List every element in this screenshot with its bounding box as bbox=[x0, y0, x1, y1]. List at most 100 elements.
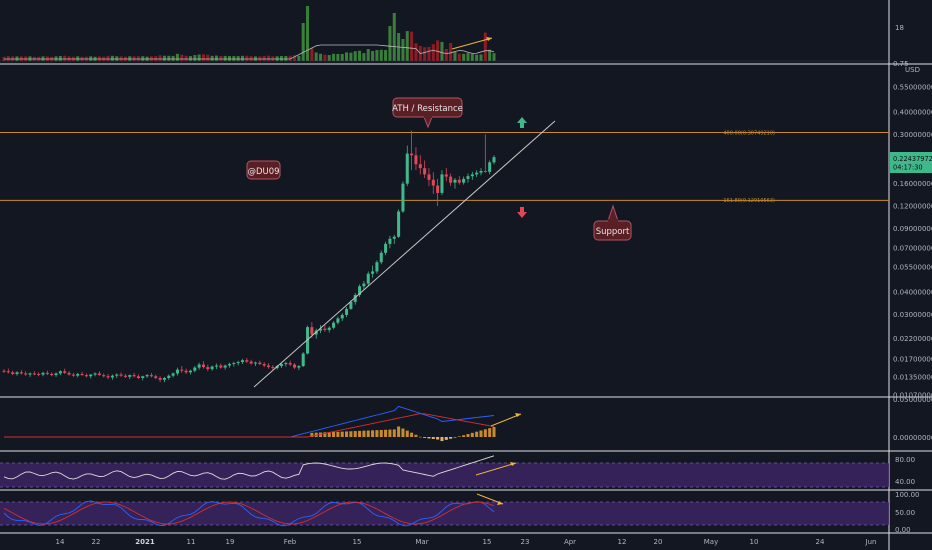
price-tick-label: 0.09000000 bbox=[893, 225, 932, 233]
volume-bar bbox=[175, 53, 179, 61]
volume-bar bbox=[466, 53, 470, 61]
candle-body bbox=[319, 328, 323, 331]
username-callout[interactable]: @DU09 bbox=[246, 160, 281, 180]
time-tick-label: 22 bbox=[92, 538, 101, 546]
macd-histogram-bar bbox=[349, 431, 353, 437]
volume-bar bbox=[371, 51, 375, 61]
candle-body bbox=[97, 373, 101, 376]
candle-body bbox=[2, 370, 6, 372]
macd-histogram-bar bbox=[470, 432, 474, 437]
volume-bar bbox=[293, 55, 297, 61]
candle-body bbox=[206, 367, 210, 370]
candle-body bbox=[392, 236, 396, 239]
volume-bar bbox=[470, 53, 474, 61]
candle-body bbox=[327, 327, 331, 330]
volume-bar bbox=[236, 56, 240, 61]
macd-histogram-bar bbox=[371, 430, 375, 437]
stoch-tick-label: 0.00 bbox=[895, 526, 911, 534]
volume-bar bbox=[232, 56, 236, 61]
volume-bar bbox=[214, 55, 218, 61]
volume-bar bbox=[201, 54, 205, 61]
candle-body bbox=[436, 185, 440, 193]
macd-histogram-bar bbox=[323, 432, 327, 437]
volume-bar bbox=[379, 49, 383, 61]
fib-levels: 400.00(0.30749210) 161.80(0.12910563) bbox=[0, 130, 889, 204]
candle-body bbox=[240, 360, 245, 363]
macd-histogram-bar bbox=[397, 426, 401, 437]
volume-bar bbox=[180, 54, 184, 61]
rsi-line bbox=[3, 455, 495, 480]
price-tick-label: 0.01070000 bbox=[893, 392, 932, 400]
candle-body bbox=[353, 294, 357, 302]
candle-body bbox=[89, 374, 93, 377]
candle-body bbox=[115, 374, 119, 376]
candle-body bbox=[258, 362, 262, 365]
volume-bar bbox=[453, 51, 457, 61]
candle-body bbox=[175, 369, 179, 374]
candle-body bbox=[418, 164, 422, 169]
price-tick-label: 0.01700000 bbox=[893, 355, 932, 363]
volume-bar bbox=[440, 41, 444, 61]
candle-body bbox=[128, 375, 132, 377]
candle-body bbox=[245, 360, 249, 362]
macd-histogram-bar bbox=[453, 437, 457, 438]
current-price-tag: 0.22437972 04:17:30 bbox=[890, 152, 932, 173]
candle-body bbox=[167, 375, 171, 379]
support-callout[interactable]: Support bbox=[593, 204, 632, 241]
candle-body bbox=[253, 362, 258, 364]
candle-body bbox=[50, 373, 54, 376]
volume-bar bbox=[340, 54, 344, 61]
macd-histogram-bar bbox=[440, 437, 444, 442]
rsi-tick-label: 80.00 bbox=[895, 456, 915, 464]
candle-body bbox=[349, 301, 353, 309]
volume-bar bbox=[336, 53, 340, 61]
volume-bar bbox=[219, 55, 223, 61]
volume-panel: 180.75 bbox=[0, 6, 909, 68]
volume-bar bbox=[431, 44, 435, 61]
candle-body bbox=[449, 176, 453, 183]
macd-histogram-bar bbox=[414, 434, 418, 437]
candle-body bbox=[214, 365, 218, 367]
volume-bar bbox=[158, 55, 162, 61]
volume-bar bbox=[310, 48, 314, 61]
candle-body bbox=[102, 375, 106, 377]
volume-bar bbox=[488, 49, 492, 61]
time-tick-label: May bbox=[704, 538, 718, 546]
volume-tick-label: 18 bbox=[895, 24, 904, 32]
stoch-trend-arrow-icon bbox=[476, 493, 504, 505]
volume-bar bbox=[384, 50, 388, 61]
volume-bar bbox=[227, 55, 232, 61]
candle-body bbox=[236, 362, 240, 364]
candle-body bbox=[362, 283, 366, 287]
volume-bar bbox=[266, 55, 271, 61]
price-tick-label: 0.03000000 bbox=[893, 311, 932, 319]
resistance-callout[interactable]: ATH / Resistance bbox=[392, 97, 463, 129]
volume-bar bbox=[392, 13, 396, 61]
trend-line[interactable] bbox=[253, 120, 556, 388]
time-axis: 14 22 2021 11 19 Feb 15 Mar 15 23 Apr 12 20 May 10 24 Ju… bbox=[56, 538, 877, 546]
candle-body bbox=[210, 366, 214, 370]
volume-bar bbox=[110, 55, 114, 61]
candle-body bbox=[28, 373, 32, 375]
price-tick-label: 0.05500000 bbox=[893, 264, 932, 272]
candle-body bbox=[119, 374, 123, 376]
volume-bar bbox=[375, 50, 379, 61]
candle-body bbox=[32, 373, 36, 375]
volume-bar bbox=[449, 43, 453, 61]
candle-body bbox=[323, 328, 327, 330]
candle-body bbox=[141, 376, 145, 379]
candle-body bbox=[110, 375, 114, 378]
candle-body bbox=[84, 375, 88, 377]
macd-histogram-bar bbox=[444, 437, 448, 440]
candle-body bbox=[384, 243, 388, 253]
volume-bar bbox=[206, 54, 210, 61]
volume-tick-label: 0.75 bbox=[893, 60, 909, 68]
volume-bar bbox=[297, 55, 301, 61]
rsi-band bbox=[0, 463, 889, 487]
time-tick-label: 2021 bbox=[135, 538, 155, 546]
candle-body bbox=[232, 363, 236, 365]
macd-histogram-bar bbox=[366, 430, 370, 437]
candle-body bbox=[162, 378, 166, 380]
